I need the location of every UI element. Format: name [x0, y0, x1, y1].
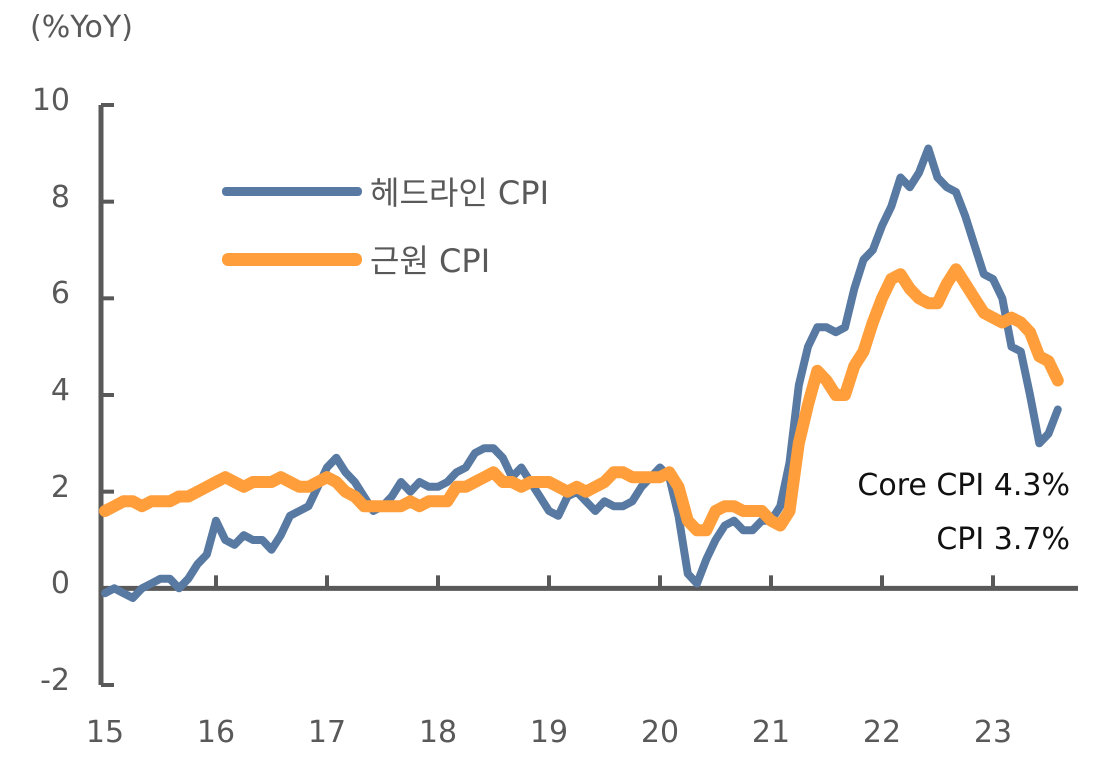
legend-item-headline-cpi: 헤드라인 CPI — [222, 168, 549, 214]
y-tick-label: 10 — [31, 83, 70, 118]
y-tick-label: 0 — [50, 566, 70, 602]
x-tick-label: 23 — [973, 715, 1013, 750]
core-cpi-line — [99, 263, 1064, 537]
y-tick-label: -2 — [40, 663, 70, 698]
y-tick-label: 2 — [50, 469, 70, 505]
x-tick-label: 15 — [85, 715, 125, 750]
x-tick-label: 19 — [529, 715, 569, 750]
y-axis-unit-label: (%YoY) — [30, 10, 133, 45]
annotation-core-cpi: Core CPI 4.3% — [857, 468, 1070, 503]
y-tick-label: 4 — [50, 373, 70, 408]
legend-swatch-core — [222, 252, 362, 266]
chart-axes — [98, 103, 1078, 687]
x-tick-label: 17 — [307, 715, 347, 750]
y-tick-label: 6 — [50, 276, 70, 312]
legend-label-headline: 헤드라인 CPI — [370, 174, 550, 212]
legend-label-core: 근원 CPI — [370, 242, 491, 280]
legend-item-core-cpi: 근원 CPI — [222, 236, 490, 282]
x-tick-label: 22 — [862, 715, 902, 750]
x-tick-label: 21 — [751, 715, 791, 750]
x-tick-label: 16 — [196, 715, 236, 750]
headline-cpi-line — [101, 144, 1062, 602]
x-tick-label: 18 — [418, 715, 458, 750]
legend-swatch-headline — [222, 186, 362, 196]
y-tick-label: 8 — [50, 179, 70, 215]
x-tick-label: 20 — [640, 715, 680, 750]
chart-series-lines — [99, 144, 1064, 602]
annotation-headline-cpi: CPI 3.7% — [936, 522, 1070, 557]
